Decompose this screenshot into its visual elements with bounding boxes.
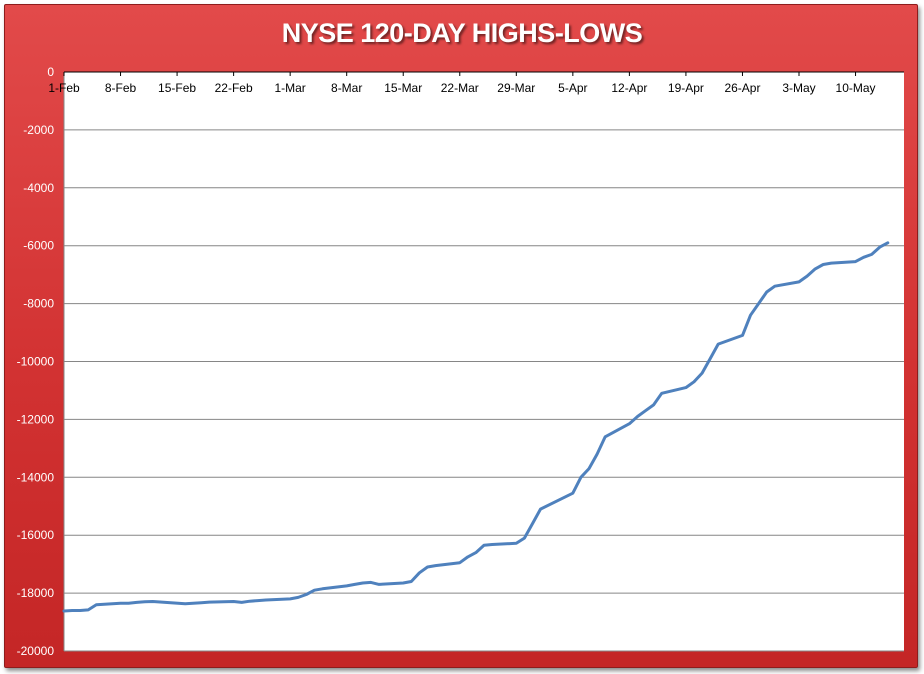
y-tick-label: 0 — [47, 65, 54, 79]
y-tick-label: -6000 — [23, 239, 54, 253]
x-tick-label: 8-Mar — [331, 81, 362, 95]
x-tick-label: 12-Apr — [611, 81, 647, 95]
x-tick-label: 22-Mar — [441, 81, 479, 95]
y-tick-label: -4000 — [23, 181, 54, 195]
y-tick-label: -18000 — [17, 586, 55, 600]
x-tick-label: 3-May — [782, 81, 815, 95]
y-tick-label: -2000 — [23, 123, 54, 137]
x-tick-label: 29-Mar — [497, 81, 535, 95]
y-tick-label: -16000 — [17, 528, 55, 542]
x-tick-label: 15-Feb — [158, 81, 196, 95]
y-tick-label: -12000 — [17, 412, 55, 426]
x-tick-label: 26-Apr — [724, 81, 760, 95]
y-tick-label: -8000 — [23, 297, 54, 311]
series-line — [62, 241, 890, 613]
x-tick-label: 8-Feb — [105, 81, 137, 95]
y-tick-label: -14000 — [17, 470, 55, 484]
x-axis-ticks: 1-Feb 8-Feb 15-Feb 22-Feb 1-Mar 8-Mar 15-Mar 22… — [48, 72, 876, 95]
y-axis-ticks: 0 -2000 -4000 -6000 -8000 -10000 -12000 -14000 -… — [17, 65, 55, 658]
x-tick-label: 22-Feb — [215, 81, 253, 95]
chart-title: NYSE 120-DAY HIGHS-LOWS — [281, 18, 643, 48]
x-tick-label: 5-Apr — [558, 81, 587, 95]
x-tick-label: 1-Feb — [48, 81, 80, 95]
x-tick-label: 1-Mar — [274, 81, 305, 95]
x-tick-label: 19-Apr — [668, 81, 704, 95]
gridlines — [63, 71, 904, 652]
x-tick-label: 10-May — [836, 81, 876, 95]
y-tick-label: -20000 — [17, 644, 55, 658]
y-tick-label: -10000 — [17, 355, 55, 369]
x-tick-label: 15-Mar — [384, 81, 422, 95]
